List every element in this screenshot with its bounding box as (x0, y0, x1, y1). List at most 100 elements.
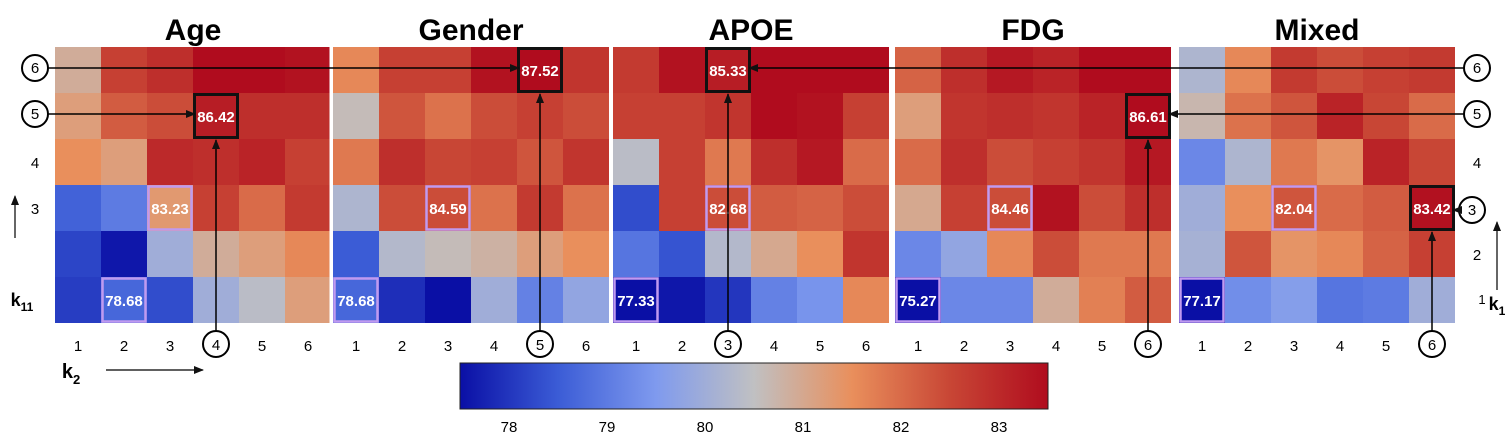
x-tick-label: 2 (960, 338, 968, 355)
highlight-value-best: 87.52 (521, 63, 559, 80)
colorbar-tick-label: 78 (501, 419, 518, 436)
highlight-box-mid (147, 185, 193, 231)
circled-tick-label-x: 4 (212, 337, 220, 354)
heatmap-cell (239, 185, 285, 231)
heatmap-cell (659, 47, 705, 93)
y-tick-label-left: k11 (11, 290, 34, 314)
heatmap-cell (843, 93, 889, 139)
heatmap-cell (1363, 231, 1409, 277)
heatmap-cell (333, 93, 379, 139)
heatmap-cell (1363, 277, 1409, 323)
x-tick-label: 4 (1336, 338, 1344, 355)
heatmap-cell (101, 185, 147, 231)
heatmap-cell (797, 185, 843, 231)
panel-title-fdg: FDG (1001, 14, 1064, 47)
circled-tick-label-left: 5 (31, 106, 39, 123)
heatmap-cell (659, 231, 705, 277)
highlight-box-mid (987, 185, 1033, 231)
heatmap-cell (425, 139, 471, 185)
heatmap-cell (147, 231, 193, 277)
x-tick-label: 2 (678, 338, 686, 355)
heatmap-cell (239, 93, 285, 139)
highlight-value-min: 75.27 (899, 293, 937, 310)
highlight-box-min (613, 277, 659, 323)
heatmap-cell (285, 277, 331, 323)
highlight-box-min (895, 277, 941, 323)
heatmap-cell (425, 277, 471, 323)
heatmap-cell (987, 185, 1033, 231)
heatmap-cell (1125, 93, 1171, 139)
x-tick-label: 2 (1244, 338, 1252, 355)
x-tick-label: 5 (1098, 338, 1106, 355)
heatmap-cell (471, 47, 517, 93)
x-tick-label: 2 (120, 338, 128, 355)
heatmap-cell (659, 185, 705, 231)
heatmap-cell (333, 277, 379, 323)
heatmap-cell (379, 277, 425, 323)
highlight-value-mid: 83.23 (151, 201, 189, 218)
y-tick-label-left: 4 (31, 155, 39, 172)
heatmap-cell (659, 277, 705, 323)
heatmap-cell (1225, 93, 1271, 139)
y-axis-label-right: k1 (1489, 294, 1506, 318)
heatmap-cell (613, 139, 659, 185)
heatmap-cell (333, 185, 379, 231)
heatmap-cell (379, 93, 425, 139)
heatmap-cell (613, 185, 659, 231)
heatmap-cell (751, 231, 797, 277)
circled-tick-label-left: 6 (31, 60, 39, 77)
circled-tick-label-x: 5 (536, 337, 544, 354)
heatmap-cell (471, 185, 517, 231)
heatmap-cell (987, 231, 1033, 277)
heatmap-cell (563, 139, 609, 185)
x-tick-label: 3 (1006, 338, 1014, 355)
heatmap-cell (1225, 47, 1271, 93)
heatmap-cell (1033, 231, 1079, 277)
heatmap-cell (941, 47, 987, 93)
y-tick-label-right: 1 (1478, 292, 1485, 307)
heatmap-cell (1271, 139, 1317, 185)
heatmap-cell (101, 47, 147, 93)
x-tick-label: 4 (490, 338, 498, 355)
circled-tick-label-right: 6 (1473, 60, 1481, 77)
circled-tick-label-right: 5 (1473, 106, 1481, 123)
heatmap-cell (1317, 277, 1363, 323)
panel-title-mixed: Mixed (1274, 14, 1359, 47)
heatmap-cell (1079, 185, 1125, 231)
x-tick-label: 3 (1290, 338, 1298, 355)
circled-tick-label-x: 6 (1144, 337, 1152, 354)
heatmap-cell (1033, 185, 1079, 231)
panel-title-apoe: APOE (708, 14, 793, 47)
heatmap-cell (797, 231, 843, 277)
x-tick-label: 1 (74, 338, 82, 355)
heatmap-cell (1179, 231, 1225, 277)
heatmap-cell (563, 277, 609, 323)
heatmap-cell (1317, 231, 1363, 277)
heatmap-cell (941, 93, 987, 139)
heatmap-cell (239, 47, 285, 93)
heatmap-cell (425, 185, 471, 231)
heatmap-cell (471, 231, 517, 277)
heatmap-cell (563, 185, 609, 231)
heatmap-cell (1271, 93, 1317, 139)
heatmap-cell (379, 185, 425, 231)
heatmap-cell (1363, 139, 1409, 185)
highlight-value-mid: 84.59 (429, 201, 467, 218)
heatmap-cell (471, 93, 517, 139)
heatmap-cell (843, 47, 889, 93)
heatmap-cell (987, 277, 1033, 323)
heatmap-cell (379, 231, 425, 277)
heatmap-cell (1033, 93, 1079, 139)
highlight-value-best: 86.61 (1129, 109, 1167, 126)
highlight-box-min (1179, 277, 1225, 323)
heatmap-cell (1317, 185, 1363, 231)
highlight-value-min: 78.68 (105, 293, 143, 310)
highlight-box-min (333, 277, 379, 323)
x-tick-label: 2 (398, 338, 406, 355)
heatmap-cell (1033, 139, 1079, 185)
heatmap-cell (1079, 93, 1125, 139)
heatmap-cell (1409, 139, 1455, 185)
heatmap-cell (563, 93, 609, 139)
heatmap-cell (1225, 185, 1271, 231)
